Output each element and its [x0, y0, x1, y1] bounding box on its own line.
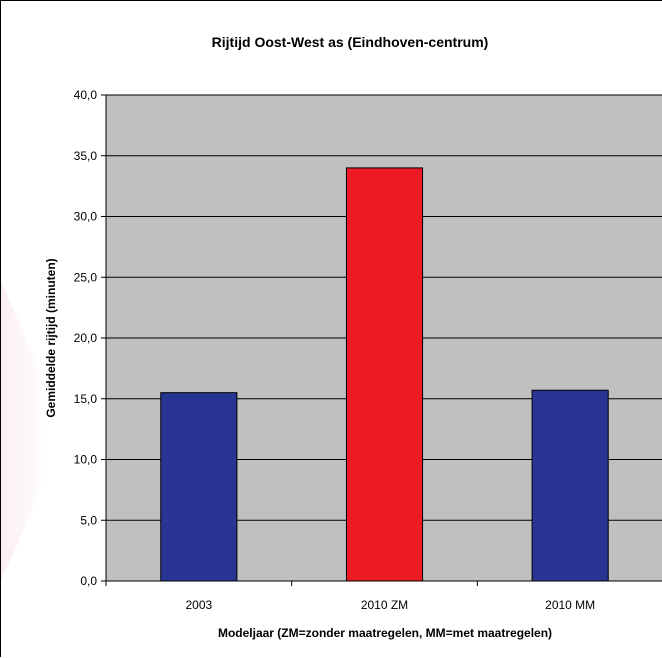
y-tick-label: 20,0	[74, 331, 98, 345]
y-tick-label: 0,0	[80, 574, 97, 588]
bar-2010-mm	[531, 389, 609, 582]
x-axis: 2003 2010 ZM 2010 MM	[105, 580, 662, 612]
x-tick-label: 2010 ZM	[361, 598, 408, 612]
bar-2010-zm	[345, 167, 424, 582]
bar-2003	[160, 392, 238, 582]
x-axis-title: Modeljaar (ZM=zonder maatregelen, MM=met…	[218, 626, 552, 640]
y-tick-label: 35,0	[74, 149, 98, 163]
y-tick-label: 25,0	[74, 270, 98, 284]
y-axis: 0,0 5,0 10,0 15,0 20,0 25,0 30,0 35,0 40,0	[74, 88, 107, 588]
y-tick-label: 40,0	[74, 88, 98, 102]
bars	[160, 167, 609, 582]
x-tick-label: 2003	[185, 598, 212, 612]
x-tick-label: 2010 MM	[545, 598, 595, 612]
y-tick-label: 10,0	[74, 453, 98, 467]
y-tick-label: 15,0	[74, 392, 98, 406]
chart-title: Rijtijd Oost-West as (Eindhoven-centrum)	[212, 34, 489, 50]
y-axis-title: Gemiddelde rijtijd (minuten)	[44, 258, 58, 417]
y-tick-label: 5,0	[80, 513, 97, 527]
y-tick-label: 30,0	[74, 210, 98, 224]
